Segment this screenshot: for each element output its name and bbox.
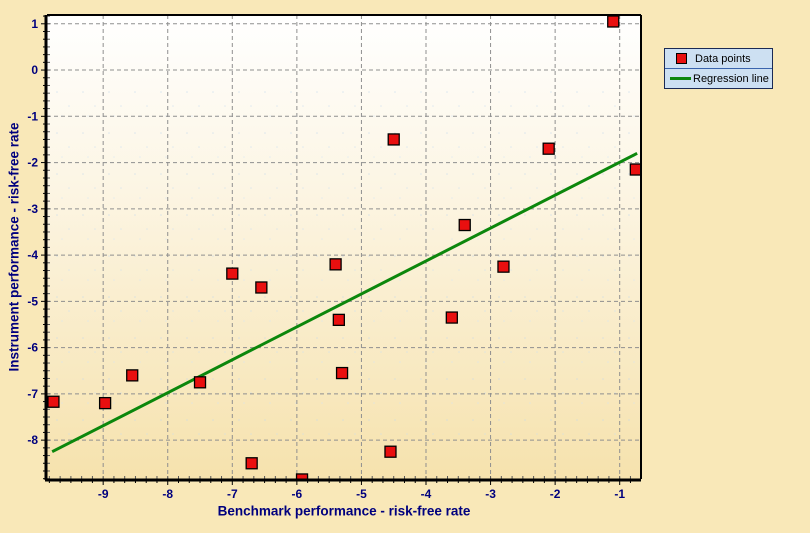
legend-item-data-points: Data points: [665, 49, 772, 68]
data-point: [542, 142, 555, 155]
data-point: [245, 457, 258, 470]
x-tick-label: -9: [98, 487, 109, 501]
data-point: [295, 473, 309, 479]
data-point: [607, 15, 620, 28]
data-point: [497, 260, 510, 273]
legend-item-regression-line: Regression line: [665, 68, 772, 88]
plot-texture: [47, 85, 641, 439]
data-point: [193, 376, 207, 389]
data-point: [126, 369, 139, 382]
data-point: [384, 445, 397, 458]
data-point: [329, 258, 342, 271]
legend[interactable]: Data points Regression line: [664, 48, 773, 89]
data-point: [335, 366, 349, 380]
y-tick-label: -5: [27, 294, 38, 308]
data-point: [98, 396, 112, 410]
y-tick-label: -8: [27, 433, 38, 447]
data-points-swatch-icon: [676, 53, 687, 64]
y-tick-label: 0: [31, 63, 38, 77]
y-tick-label: -1: [27, 109, 38, 123]
y-tick-label: 1: [31, 17, 38, 31]
x-tick-label: -4: [421, 487, 432, 501]
data-point: [332, 313, 345, 327]
x-tick-label: -8: [162, 487, 173, 501]
y-tick-label: -7: [27, 387, 38, 401]
regression-line-swatch-icon: [670, 77, 691, 80]
x-tick-label: -1: [614, 487, 625, 501]
x-tick-label: -7: [227, 487, 238, 501]
regression-line: [51, 151, 638, 454]
data-point: [458, 218, 471, 232]
x-tick-label: -3: [485, 487, 496, 501]
y-tick-label: -4: [27, 248, 38, 262]
x-tick-label: -5: [356, 487, 367, 501]
y-tick-label: -6: [27, 341, 38, 355]
legend-label: Data points: [695, 52, 751, 65]
y-axis-title: Instrument performance - risk-free rate: [6, 122, 22, 372]
x-axis-title: Benchmark performance - risk-free rate: [217, 503, 471, 519]
x-tick-label: -6: [292, 487, 303, 501]
x-tick-label: -2: [550, 487, 561, 501]
y-tick-label: -2: [27, 156, 38, 170]
data-point: [255, 281, 268, 294]
data-point: [47, 395, 60, 408]
data-point: [387, 133, 400, 146]
data-point: [445, 311, 458, 324]
legend-label: Regression line: [693, 72, 769, 85]
data-point: [629, 163, 641, 176]
y-tick-label: -3: [27, 202, 38, 216]
data-point: [226, 267, 239, 280]
